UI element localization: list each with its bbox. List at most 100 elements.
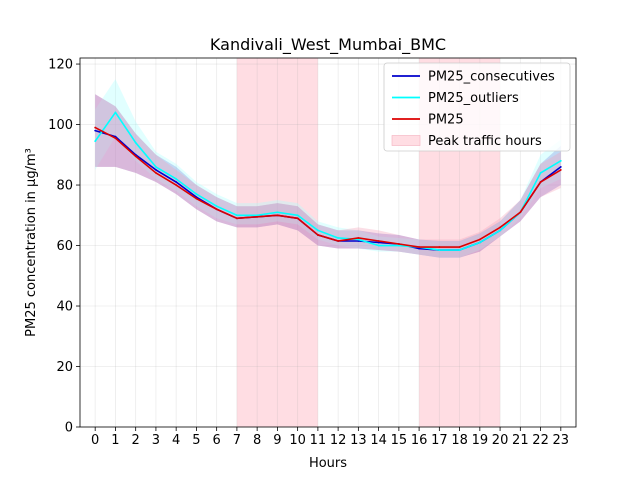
data-point-pm25-outliers [397,244,400,247]
y-tick-label: 80 [56,179,73,194]
data-point-pm25 [458,246,461,248]
data-point-pm25-outliers [134,141,137,144]
data-point-pm25 [195,197,198,200]
x-axis-ticks: 0 1 2 3 4 5 6 7 8 9 10 11 12 13 14 15 16 17 18 19 20 21 22 23 [91,427,569,448]
data-point-pm25 [256,215,259,218]
data-point-pm25 [296,217,299,220]
x-tick-label: 4 [172,433,180,448]
data-point-pm25-consecutives [357,240,360,242]
data-point-pm25 [215,208,218,211]
x-tick-label: 22 [532,433,549,448]
series-line-pm25 [94,126,562,248]
data-point-pm25 [175,184,178,186]
x-tick-label: 20 [492,433,509,448]
data-point-pm25-outliers [256,214,259,217]
confidence-bands [95,79,561,258]
data-point-pm25-outliers [276,211,279,214]
x-tick-label: 8 [253,433,261,448]
legend-label-pm25-outliers: PM25_outliers [428,91,519,106]
data-point-pm25 [559,169,562,171]
axes-frame [79,57,577,428]
data-point-pm25 [357,237,360,239]
band-pm25-consecutives [95,94,561,258]
y-tick-label: 40 [56,300,73,315]
x-tick-label: 1 [111,433,119,448]
x-tick-label: 19 [472,433,489,448]
data-point-pm25-outliers [377,244,380,247]
legend-swatch-peak-traffic-hours [391,135,421,146]
data-point-pm25-outliers [94,140,97,143]
legend-label-pm25: PM25 [428,113,464,128]
data-point-pm25-consecutives [94,129,97,132]
x-tick-label: 2 [132,433,140,448]
y-axis-label: PM25 concentration in µg/m³ [24,148,39,337]
x-tick-label: 13 [350,433,367,448]
x-tick-label: 7 [233,433,241,448]
x-tick-label: 0 [91,433,99,448]
data-point-pm25 [438,246,441,248]
data-point-pm25-consecutives [377,241,380,244]
data-point-pm25-outliers [337,237,340,239]
data-point-pm25 [539,181,542,183]
x-tick-label: 23 [553,433,570,448]
data-point-pm25 [397,243,400,245]
data-point-pm25 [155,172,157,174]
series-lines [94,111,562,251]
data-point-pm25-outliers [114,111,117,114]
x-tick-label: 21 [512,433,529,448]
y-axis-ticks: 0 20 40 60 80 100 120 [48,58,80,436]
peak-traffic-region-1 [236,58,318,427]
legend-label-pm25-consecutives: PM25_consecutives [428,70,555,85]
series-line-pm25-outliers [94,111,562,251]
data-point-pm25-outliers [235,214,238,217]
data-point-pm25-outliers [357,238,360,241]
x-axis-label: Hours [309,456,347,471]
data-point-pm25 [276,214,279,217]
legend-box [383,62,571,152]
data-point-pm25 [114,137,117,140]
x-tick-label: 3 [152,433,160,448]
y-tick-label: 0 [65,421,73,436]
band-pm25-outliers [95,79,561,258]
data-point-pm25 [418,246,421,248]
data-point-pm25 [499,226,501,229]
x-tick-label: 16 [411,433,428,448]
chart-title: Kandivali_West_Mumbai_BMC [210,35,446,55]
data-point-pm25 [337,240,340,242]
x-tick-label: 12 [330,433,347,448]
data-point-pm25-outliers [195,193,198,196]
data-point-pm25-consecutives [155,169,157,171]
data-point-pm25-outliers [438,249,441,251]
data-point-pm25-outliers [215,205,218,208]
data-point-pm25-consecutives [175,181,178,183]
data-point-pm25-outliers [559,159,562,162]
y-tick-label: 100 [48,118,73,133]
band-pm25 [95,94,561,258]
data-point-pm25-outliers [478,241,481,244]
x-tick-label: 9 [273,433,281,448]
legend: PM25_consecutives PM25_outliers PM25 Peak t… [383,62,571,152]
data-point-pm25 [94,126,97,129]
x-tick-label: 15 [391,433,408,448]
x-tick-label: 14 [370,433,387,448]
data-point-pm25 [235,217,238,220]
x-tick-label: 18 [451,433,468,448]
data-point-pm25 [316,234,319,236]
data-point-pm25-outliers [296,214,299,217]
y-tick-label: 60 [56,239,73,254]
data-point-pm25-outliers [539,172,542,174]
x-tick-label: 10 [289,433,306,448]
legend-label-peak-traffic-hours: Peak traffic hours [428,134,542,149]
data-point-pm25-outliers [155,165,157,168]
y-tick-label: 120 [48,58,73,73]
data-point-pm25-outliers [458,249,461,251]
x-tick-label: 17 [431,433,448,448]
data-point-pm25-consecutives [418,247,421,250]
data-point-pm25-outliers [316,229,319,232]
data-point-pm25 [478,238,481,241]
data-point-pm25-outliers [175,178,178,180]
y-tick-label: 20 [56,360,73,375]
x-tick-label: 11 [310,433,327,448]
x-tick-label: 5 [192,433,200,448]
